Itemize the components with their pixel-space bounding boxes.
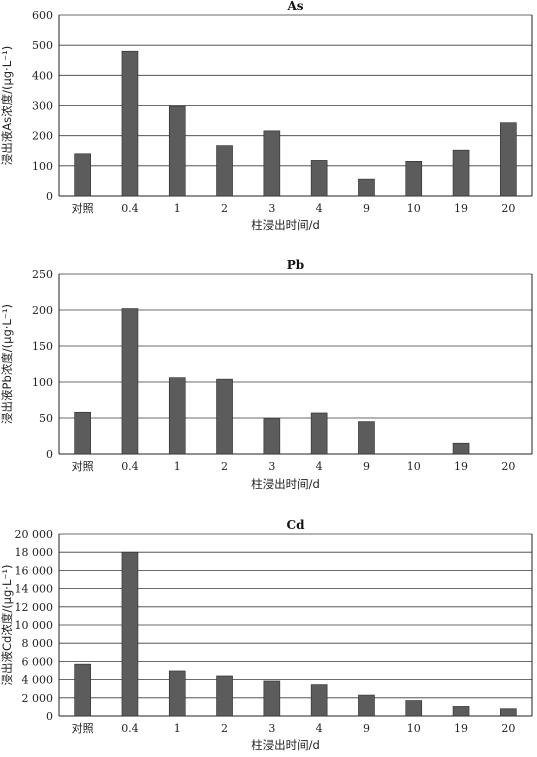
y-tick-label: 14 000 — [15, 583, 54, 596]
x-tick-label: 3 — [268, 460, 275, 473]
x-tick-label: 9 — [363, 722, 370, 735]
x-tick-label: 对照 — [72, 721, 94, 735]
y-tick-label: 0 — [46, 448, 53, 461]
y-tick-label: 50 — [39, 412, 53, 425]
bar — [263, 130, 281, 197]
x-tick-label: 0.4 — [121, 460, 139, 473]
x-tick-label: 1 — [174, 722, 181, 735]
y-tick-label: 600 — [32, 9, 53, 22]
y-tick-label: 250 — [32, 268, 53, 281]
bar — [263, 680, 281, 717]
x-tick-label: 19 — [454, 202, 468, 215]
y-tick-label: 8 000 — [22, 637, 54, 650]
bar — [500, 708, 517, 717]
x-tick-label: 1 — [174, 202, 181, 215]
chart-title: Pb — [287, 258, 304, 272]
x-axis-label: 柱浸出时间/d — [251, 218, 320, 232]
y-tick-label: 200 — [32, 304, 53, 317]
bar — [168, 670, 186, 717]
bar — [358, 421, 375, 455]
y-tick-label: 16 000 — [15, 564, 54, 577]
x-tick-label: 1 — [174, 460, 181, 473]
x-axis-label: 柱浸出时间/d — [251, 738, 320, 752]
bar — [405, 161, 423, 197]
bar — [216, 675, 233, 717]
y-tick-label: 100 — [32, 376, 53, 389]
x-tick-label: 0.4 — [121, 722, 139, 735]
bar — [310, 412, 328, 455]
y-axis-label: 浸出液Pb浓度/(μg·L⁻¹) — [0, 304, 14, 424]
y-tick-label: 300 — [32, 100, 53, 113]
y-tick-label: 100 — [32, 160, 53, 173]
y-tick-label: 20 000 — [15, 528, 54, 541]
y-tick-label: 500 — [32, 39, 53, 52]
chart-title: As — [286, 0, 303, 13]
bar — [263, 418, 281, 455]
bar — [74, 411, 91, 455]
bar — [74, 153, 91, 197]
x-tick-label: 19 — [454, 722, 468, 735]
y-tick-label: 0 — [46, 190, 53, 203]
chart-panel-pb: 0 50 100 150 200 250 对照 0.4 1 2 3 4 9 10 19 20 Pb 柱浸出时间/d… — [0, 258, 533, 491]
bar — [452, 149, 470, 197]
x-tick-label: 对照 — [72, 459, 94, 473]
x-tick-label: 20 — [501, 460, 515, 473]
y-tick-label: 150 — [32, 340, 53, 353]
bar — [405, 700, 423, 717]
y-tick-label: 0 — [46, 710, 53, 723]
x-tick-label: 20 — [501, 722, 515, 735]
bar — [121, 50, 139, 197]
y-tick-label: 400 — [32, 69, 53, 82]
y-tick-label: 12 000 — [15, 601, 54, 614]
x-axis-label: 柱浸出时间/d — [251, 477, 320, 491]
chart-title: Cd — [287, 518, 306, 532]
y-tick-label: 18 000 — [15, 546, 54, 559]
bar — [74, 663, 91, 717]
bar — [500, 122, 517, 197]
x-tick-label: 2 — [221, 460, 228, 473]
x-tick-label: 9 — [363, 202, 370, 215]
chart-panel-cd: 0 2 000 4 000 6 000 8 000 10 000 12 000 14 000 1… — [0, 518, 533, 752]
x-tick-label: 3 — [268, 202, 275, 215]
x-tick-label: 4 — [316, 460, 323, 473]
x-tick-label: 10 — [407, 202, 421, 215]
bar — [452, 706, 470, 717]
x-tick-label: 2 — [221, 202, 228, 215]
x-tick-label: 4 — [316, 202, 323, 215]
x-tick-label: 2 — [221, 722, 228, 735]
bar — [168, 105, 186, 197]
bar — [216, 145, 233, 197]
bar — [310, 160, 328, 197]
y-axis-label: 浸出液Cd浓度/(μg·L⁻¹) — [0, 564, 14, 685]
x-tick-label: 对照 — [72, 201, 94, 215]
x-tick-label: 10 — [407, 460, 421, 473]
x-tick-label: 9 — [363, 460, 370, 473]
chart-panel-as: 0 100 200 300 400 500 600 对照 0.4 1 2 3 4 9 10 19 20 As 柱浸出… — [0, 0, 533, 232]
bar — [121, 308, 139, 455]
y-tick-label: 2 000 — [22, 692, 54, 705]
y-axis-label: 浸出液As浓度/(μg·L⁻¹) — [0, 46, 14, 166]
x-tick-label: 0.4 — [121, 202, 139, 215]
x-tick-label: 20 — [501, 202, 515, 215]
y-tick-label: 4 000 — [22, 674, 54, 687]
bar — [216, 378, 233, 455]
y-tick-label: 200 — [32, 130, 53, 143]
y-tick-label: 10 000 — [15, 619, 54, 632]
bar — [452, 442, 470, 455]
bar — [121, 551, 139, 717]
x-tick-label: 19 — [454, 460, 468, 473]
y-tick-label: 6 000 — [22, 655, 54, 668]
bar — [168, 377, 186, 455]
bar — [358, 694, 375, 717]
x-tick-label: 3 — [268, 722, 275, 735]
bar — [310, 684, 328, 717]
x-tick-label: 4 — [316, 722, 323, 735]
x-tick-label: 10 — [407, 722, 421, 735]
bar — [358, 178, 375, 197]
